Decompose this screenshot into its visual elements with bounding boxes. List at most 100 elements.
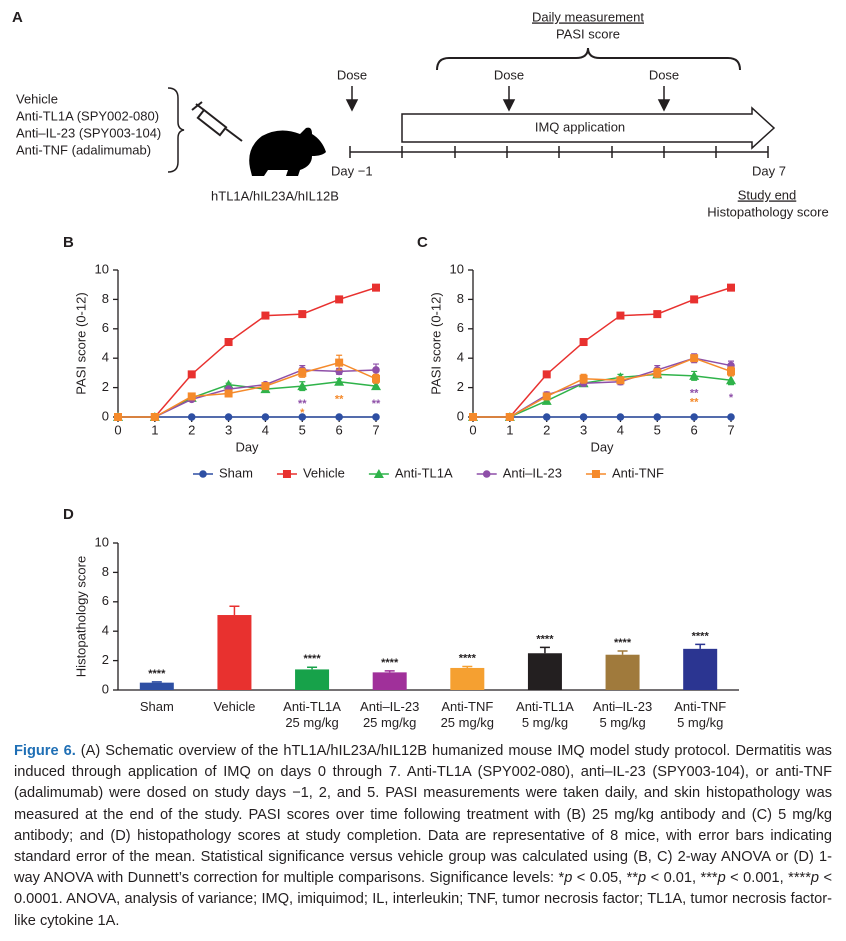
timeline [349, 146, 769, 158]
significance: ** [372, 398, 381, 410]
error-bar [695, 643, 706, 649]
x-tick-label: Anti-TL1A 5 mg/kg [516, 699, 574, 730]
marker [298, 310, 307, 319]
marker [579, 413, 588, 421]
marker [372, 374, 380, 383]
bar [295, 669, 330, 690]
marker [187, 413, 196, 421]
marker [371, 381, 381, 391]
y-axis-label: Histopathology score [73, 556, 88, 677]
x-axis-label: Day [235, 439, 259, 454]
x-tick-label: Anti–IL-23 25 mg/kg [360, 699, 420, 730]
marker [224, 338, 233, 347]
marker [261, 382, 270, 391]
panel-label: D [63, 506, 74, 523]
marker [653, 413, 662, 421]
y-tick-label: 0 [102, 681, 109, 696]
syringe-icon [191, 101, 243, 142]
marker [690, 354, 699, 363]
marker [690, 295, 699, 304]
caption-text: < 0.01, *** [646, 870, 718, 887]
caption-text: (A) Schematic overview of the hTL1A/hIL2… [14, 743, 832, 887]
x-tick-label: 2 [188, 422, 195, 437]
marker [334, 376, 345, 386]
study-end-label: Study end [738, 187, 797, 202]
legend-marker [591, 470, 600, 478]
marker [261, 413, 270, 421]
significance: ** [335, 394, 344, 406]
y-axis-label: PASI score (0-12) [73, 292, 88, 394]
y-tick-label: 6 [457, 320, 464, 335]
y-tick-label: 10 [95, 261, 109, 276]
marker [726, 375, 736, 385]
marker [542, 392, 551, 401]
y-tick-label: 4 [102, 350, 109, 365]
dose-label: Dose [649, 67, 679, 82]
legend-marker [282, 470, 291, 478]
series-line [118, 286, 377, 418]
series-line [473, 286, 732, 418]
marker [469, 413, 477, 421]
marker [187, 392, 196, 401]
marker [224, 413, 233, 421]
x-axis-label: Day [590, 439, 614, 454]
x-tick-label: Anti-TL1A 25 mg/kg [283, 699, 341, 730]
treatment: Anti-TNF (adalimumab) [16, 142, 151, 157]
daily-label: Daily measurement [532, 9, 644, 24]
marker [653, 310, 662, 319]
caption-text: < 0.001, **** [725, 870, 811, 887]
imq-label: IMQ application [535, 119, 625, 134]
x-tick-label: 7 [372, 422, 379, 437]
imq-arrow [401, 106, 776, 150]
marker [690, 413, 698, 421]
marker [335, 295, 344, 304]
error-bar [229, 605, 240, 616]
bar [217, 615, 252, 690]
brace [167, 87, 185, 173]
significance: * [729, 392, 734, 404]
marker [579, 374, 588, 383]
significance: **** [304, 653, 322, 665]
marker [261, 311, 270, 320]
marker [727, 283, 735, 292]
y-tick-label: 10 [450, 261, 464, 276]
marker [298, 368, 307, 377]
marker [187, 370, 196, 379]
y-axis-label: PASI score (0-12) [428, 292, 443, 394]
y-tick-label: 6 [102, 320, 109, 335]
marker [616, 376, 625, 385]
marker [727, 413, 735, 421]
marker [335, 413, 343, 421]
caption-text: < 0.0001. ANOVA, analysis of variance; I… [14, 870, 833, 929]
histo-label: Histopathology score [707, 204, 828, 219]
error-bar [539, 646, 550, 654]
significance: **** [536, 633, 554, 645]
y-tick-label: 2 [102, 652, 109, 667]
caption-text: p [717, 870, 726, 887]
day-label: Day −1 [331, 163, 373, 178]
marker [372, 366, 380, 374]
legend-label: Sham [219, 465, 253, 480]
dose-arrows [345, 86, 671, 112]
dose-label: Dose [337, 67, 367, 82]
error-bar [151, 681, 162, 683]
x-tick-label: 3 [225, 422, 232, 437]
bracket [436, 47, 741, 71]
marker [505, 413, 514, 421]
y-tick-label: 8 [102, 291, 109, 306]
marker [297, 381, 308, 391]
marker [579, 338, 588, 347]
x-tick-label: Anti–IL-23 5 mg/kg [592, 699, 653, 730]
marker [372, 283, 380, 292]
figure: A Vehicle Anti-TL1A (SPY002-080) Anti–IL… [12, 9, 829, 696]
mouse-icon [249, 127, 326, 176]
day-label: Day 7 [752, 163, 786, 178]
treatment: Anti-TL1A (SPY002-080) [16, 108, 159, 123]
model-label: hTL1A/hIL23A/hIL12B [211, 188, 339, 203]
legend-label: Anti-TL1A [395, 465, 453, 480]
error-bar [307, 666, 318, 670]
panel-label: C [417, 234, 428, 251]
bar [605, 654, 640, 690]
significance: **** [459, 652, 477, 664]
